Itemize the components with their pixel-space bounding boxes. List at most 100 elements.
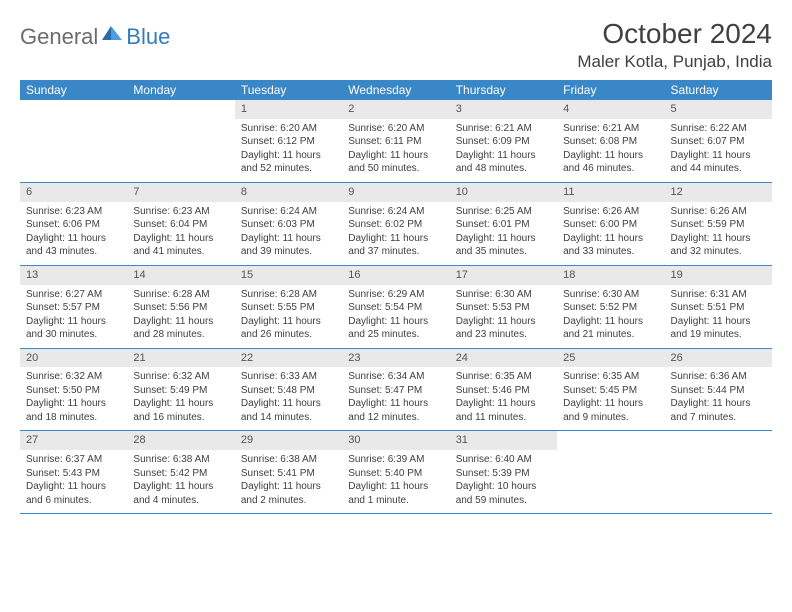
- day-number: 15: [235, 266, 342, 285]
- day-body: Sunrise: 6:27 AMSunset: 5:57 PMDaylight:…: [20, 285, 127, 348]
- day-body: Sunrise: 6:23 AMSunset: 6:04 PMDaylight:…: [127, 202, 234, 265]
- sunrise-line: Sunrise: 6:27 AM: [26, 288, 121, 302]
- weekday-wednesday: Wednesday: [342, 80, 449, 100]
- day-number: 4: [557, 100, 664, 119]
- sunset-line: Sunset: 5:51 PM: [671, 301, 766, 315]
- day-cell: 5 Sunrise: 6:22 AMSunset: 6:07 PMDaylight…: [665, 100, 772, 182]
- sunrise-line: Sunrise: 6:28 AM: [241, 288, 336, 302]
- sunset-line: Sunset: 6:07 PM: [671, 135, 766, 149]
- day-number: 21: [127, 349, 234, 368]
- day-cell: 4Sunrise: 6:21 AMSunset: 6:08 PMDaylight…: [557, 100, 664, 182]
- day-body: Sunrise: 6:25 AMSunset: 6:01 PMDaylight:…: [450, 202, 557, 265]
- day-body: Sunrise: 6:30 AMSunset: 5:53 PMDaylight:…: [450, 285, 557, 348]
- sunset-line: Sunset: 5:45 PM: [563, 384, 658, 398]
- daylight-line: Daylight: 11 hours and 12 minutes.: [348, 397, 443, 424]
- day-cell: 6Sunrise: 6:23 AMSunset: 6:06 PMDaylight…: [20, 183, 127, 265]
- sunset-line: Sunset: 6:11 PM: [348, 135, 443, 149]
- day-cell: 7Sunrise: 6:23 AMSunset: 6:04 PMDaylight…: [127, 183, 234, 265]
- day-number: 31: [450, 431, 557, 450]
- sunset-line: Sunset: 6:01 PM: [456, 218, 551, 232]
- weekday-header-row: SundayMondayTuesdayWednesdayThursdayFrid…: [20, 80, 772, 100]
- sunset-line: Sunset: 5:46 PM: [456, 384, 551, 398]
- sunrise-line: Sunrise: 6:21 AM: [456, 122, 551, 136]
- sunrise-line: Sunrise: 6:32 AM: [26, 370, 121, 384]
- day-body: Sunrise: 6:20 AMSunset: 6:12 PMDaylight:…: [235, 119, 342, 182]
- sunrise-line: Sunrise: 6:38 AM: [133, 453, 228, 467]
- sunrise-line: Sunrise: 6:23 AM: [133, 205, 228, 219]
- sunset-line: Sunset: 5:55 PM: [241, 301, 336, 315]
- day-body: Sunrise: 6:23 AMSunset: 6:06 PMDaylight:…: [20, 202, 127, 265]
- sunset-line: Sunset: 6:04 PM: [133, 218, 228, 232]
- sunset-line: Sunset: 6:06 PM: [26, 218, 121, 232]
- day-number: 12: [665, 183, 772, 202]
- day-body: Sunrise: 6:36 AMSunset: 5:44 PMDaylight:…: [665, 367, 772, 430]
- day-body: Sunrise: 6:21 AMSunset: 6:09 PMDaylight:…: [450, 119, 557, 182]
- day-cell: 29Sunrise: 6:38 AMSunset: 5:41 PMDayligh…: [235, 431, 342, 513]
- daylight-line: Daylight: 11 hours and 30 minutes.: [26, 315, 121, 342]
- logo-text-general: General: [20, 24, 98, 50]
- day-cell: 13Sunrise: 6:27 AMSunset: 5:57 PMDayligh…: [20, 266, 127, 348]
- sunrise-line: Sunrise: 6:20 AM: [348, 122, 443, 136]
- day-number: 1: [235, 100, 342, 119]
- sunset-line: Sunset: 5:49 PM: [133, 384, 228, 398]
- sunrise-line: Sunrise: 6:37 AM: [26, 453, 121, 467]
- daylight-line: Daylight: 11 hours and 1 minute.: [348, 480, 443, 507]
- daylight-line: Daylight: 11 hours and 16 minutes.: [133, 397, 228, 424]
- empty-cell: .: [665, 431, 772, 513]
- daylight-line: Daylight: 11 hours and 6 minutes.: [26, 480, 121, 507]
- daylight-line: Daylight: 11 hours and 32 minutes.: [671, 232, 766, 259]
- sunset-line: Sunset: 5:42 PM: [133, 467, 228, 481]
- day-body: Sunrise: 6:33 AMSunset: 5:48 PMDaylight:…: [235, 367, 342, 430]
- day-number: 17: [450, 266, 557, 285]
- day-body: Sunrise: 6:26 AMSunset: 5:59 PMDaylight:…: [665, 202, 772, 265]
- daylight-line: Daylight: 11 hours and 28 minutes.: [133, 315, 228, 342]
- day-cell: 12Sunrise: 6:26 AMSunset: 5:59 PMDayligh…: [665, 183, 772, 265]
- day-cell: 22Sunrise: 6:33 AMSunset: 5:48 PMDayligh…: [235, 349, 342, 431]
- day-body: Sunrise: 6:32 AMSunset: 5:49 PMDaylight:…: [127, 367, 234, 430]
- empty-cell: .: [127, 100, 234, 182]
- day-cell: 31Sunrise: 6:40 AMSunset: 5:39 PMDayligh…: [450, 431, 557, 513]
- day-body: Sunrise: 6:37 AMSunset: 5:43 PMDaylight:…: [20, 450, 127, 513]
- logo-text-blue: Blue: [126, 24, 170, 50]
- day-cell: 24Sunrise: 6:35 AMSunset: 5:46 PMDayligh…: [450, 349, 557, 431]
- sunrise-line: Sunrise: 6:35 AM: [563, 370, 658, 384]
- day-body: Sunrise: 6:38 AMSunset: 5:42 PMDaylight:…: [127, 450, 234, 513]
- sunrise-line: Sunrise: 6:26 AM: [563, 205, 658, 219]
- daylight-line: Daylight: 11 hours and 26 minutes.: [241, 315, 336, 342]
- daylight-line: Daylight: 11 hours and 37 minutes.: [348, 232, 443, 259]
- day-body: Sunrise: 6:38 AMSunset: 5:41 PMDaylight:…: [235, 450, 342, 513]
- daylight-line: Daylight: 11 hours and 4 minutes.: [133, 480, 228, 507]
- weekday-sunday: Sunday: [20, 80, 127, 100]
- day-number: 9: [342, 183, 449, 202]
- day-cell: 10Sunrise: 6:25 AMSunset: 6:01 PMDayligh…: [450, 183, 557, 265]
- week-row: 13Sunrise: 6:27 AMSunset: 5:57 PMDayligh…: [20, 266, 772, 349]
- day-cell: 30Sunrise: 6:39 AMSunset: 5:40 PMDayligh…: [342, 431, 449, 513]
- sunset-line: Sunset: 5:44 PM: [671, 384, 766, 398]
- day-number: 16: [342, 266, 449, 285]
- day-number: 2: [342, 100, 449, 119]
- day-cell: 28Sunrise: 6:38 AMSunset: 5:42 PMDayligh…: [127, 431, 234, 513]
- sunset-line: Sunset: 6:12 PM: [241, 135, 336, 149]
- day-number: 14: [127, 266, 234, 285]
- daylight-line: Daylight: 11 hours and 35 minutes.: [456, 232, 551, 259]
- day-cell: 1Sunrise: 6:20 AMSunset: 6:12 PMDaylight…: [235, 100, 342, 182]
- daylight-line: Daylight: 11 hours and 11 minutes.: [456, 397, 551, 424]
- day-number: 7: [127, 183, 234, 202]
- daylight-line: Daylight: 11 hours and 19 minutes.: [671, 315, 766, 342]
- daylight-line: Daylight: 11 hours and 23 minutes.: [456, 315, 551, 342]
- logo-icon: [102, 24, 124, 47]
- day-cell: 18Sunrise: 6:30 AMSunset: 5:52 PMDayligh…: [557, 266, 664, 348]
- day-body: Sunrise: 6:29 AMSunset: 5:54 PMDaylight:…: [342, 285, 449, 348]
- daylight-line: Daylight: 11 hours and 44 minutes.: [671, 149, 766, 176]
- day-cell: 17Sunrise: 6:30 AMSunset: 5:53 PMDayligh…: [450, 266, 557, 348]
- sunrise-line: Sunrise: 6:30 AM: [456, 288, 551, 302]
- sunrise-line: Sunrise: 6:29 AM: [348, 288, 443, 302]
- sunrise-line: Sunrise: 6:31 AM: [671, 288, 766, 302]
- day-cell: 3Sunrise: 6:21 AMSunset: 6:09 PMDaylight…: [450, 100, 557, 182]
- sunset-line: Sunset: 5:59 PM: [671, 218, 766, 232]
- sunset-line: Sunset: 5:56 PM: [133, 301, 228, 315]
- sunrise-line: Sunrise: 6:22 AM: [671, 122, 766, 136]
- day-number: 27: [20, 431, 127, 450]
- day-number: 5: [665, 100, 772, 119]
- sunrise-line: Sunrise: 6:28 AM: [133, 288, 228, 302]
